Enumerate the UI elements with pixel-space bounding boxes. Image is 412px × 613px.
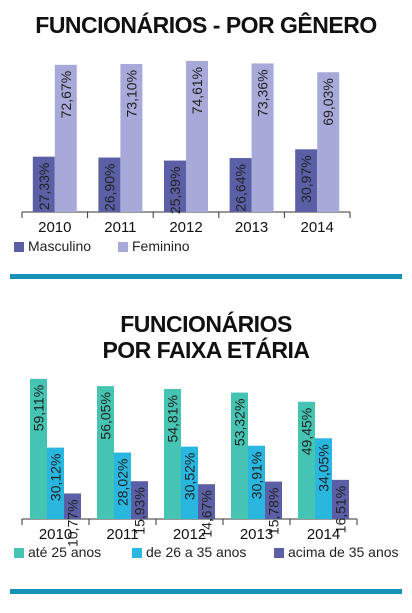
bar-acima-de-35-anos-2012 [198,484,215,519]
data-label: 59,11% [31,385,47,431]
bar-de-26-a-35-anos-2013 [248,445,265,519]
legend-swatch [274,548,284,558]
bar-de-26-a-35-anos-2011 [114,452,131,519]
data-label: 69,03% [320,78,336,125]
bar-até-25-anos-2014 [298,401,315,519]
data-label: 49,45% [299,408,315,455]
data-label: 28,02% [115,459,131,506]
bar-Feminino-2011 [120,63,143,212]
data-label: 54,81% [165,395,181,442]
bar-Masculino-2012 [164,160,186,212]
data-label: 25,39% [167,167,183,214]
bar-Feminino-2013 [251,63,274,212]
legend-label: acima de 35 anos [288,544,399,560]
data-label: 53,32% [232,399,248,446]
data-label: 30,52% [182,453,198,500]
chart-title-age-line-2: POR FAIXA ETÁRIA [102,337,310,363]
x-tick-label: 2012 [169,219,202,236]
gender-bar-chart: 27,33% 72,67% 2010 26,90% 73,10% 2011 25,39% 74… [14,60,351,254]
data-label: 30,91% [249,452,265,499]
data-label: 26,64% [233,164,249,211]
x-tick-label: 2014 [307,526,340,543]
data-label: 15,78% [266,488,282,535]
x-tick-label: 2013 [240,526,273,543]
bar-acima-de-35-anos-2010 [64,493,81,519]
bar-acima-de-35-anos-2013 [265,481,282,519]
chart-title-age-line-1: FUNCIONÁRIOS [120,311,292,337]
data-label: 26,90% [101,164,117,211]
x-tick-label: 2010 [39,526,72,543]
x-tick-label: 2013 [235,219,268,236]
bar-de-26-a-35-anos-2012 [181,446,198,519]
bar-até-25-anos-2010 [30,378,47,519]
bar-Masculino-2011 [98,157,121,212]
divider-rule [10,589,402,594]
data-label: 34,05% [316,444,332,491]
legend-label: Masculino [28,238,91,254]
bar-até-25-anos-2013 [231,392,248,519]
data-label: 73,10% [123,70,139,117]
bar-acima-de-35-anos-2014 [332,479,349,519]
legend-swatch [14,548,24,558]
data-label: 30,97% [298,155,314,202]
bar-de-26-a-35-anos-2010 [47,447,64,519]
bar-Masculino-2010 [32,156,55,212]
x-tick-label: 2011 [106,526,138,543]
data-label: 16,51% [333,486,349,533]
legend-swatch [118,242,128,252]
bar-Feminino-2012 [186,60,208,212]
divider-rule [10,274,402,279]
data-label: 27,33% [36,163,52,210]
chart-title-gender: FUNCIONÁRIOS - POR GÊNERO [35,12,377,38]
data-label: 74,61% [189,67,205,114]
data-label: 15,93% [132,487,148,534]
data-label: 14,67% [199,490,215,537]
x-tick-label: 2011 [104,219,136,236]
data-label: 10,77% [65,499,81,546]
bar-Masculino-2013 [229,158,252,212]
data-label: 56,05% [98,392,114,439]
bar-Feminino-2010 [54,64,77,212]
bar-até-25-anos-2011 [97,386,114,519]
legend-swatch [14,242,24,252]
legend-label: até 25 anos [28,544,101,560]
x-tick-label: 2014 [301,219,334,236]
legend-label: Feminino [132,238,190,254]
data-label: 73,36% [255,69,271,116]
x-tick-label: 2010 [38,219,71,236]
bar-Masculino-2014 [295,149,318,212]
bar-Feminino-2014 [317,72,340,212]
legend-label: de 26 a 35 anos [146,544,246,560]
bar-acima-de-35-anos-2011 [131,481,148,519]
data-label: 30,12% [48,454,64,501]
x-tick-label: 2012 [173,526,206,543]
data-label: 72,67% [58,71,74,118]
legend-swatch [132,548,142,558]
age-bar-chart: 59,11% 30,12%10,77%2010 56,05% 28,02%15,93%… [14,378,399,560]
bar-de-26-a-35-anos-2014 [315,438,332,519]
bar-até-25-anos-2012 [164,389,181,519]
